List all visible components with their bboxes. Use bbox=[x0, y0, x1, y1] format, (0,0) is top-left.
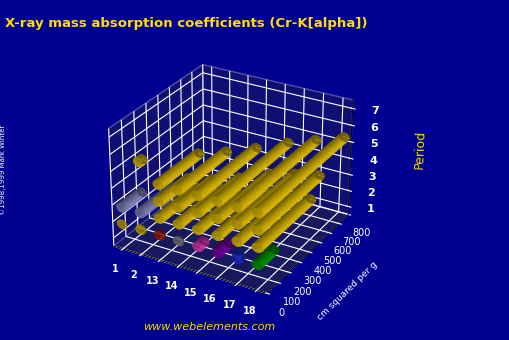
Text: ©1998,1999 Mark Winter: ©1998,1999 Mark Winter bbox=[0, 125, 6, 215]
Text: X-ray mass absorption coefficients (Cr-K[alpha]): X-ray mass absorption coefficients (Cr-K… bbox=[5, 17, 367, 30]
Text: www.webelements.com: www.webelements.com bbox=[143, 322, 274, 332]
Y-axis label: cm squared per g: cm squared per g bbox=[315, 260, 378, 322]
